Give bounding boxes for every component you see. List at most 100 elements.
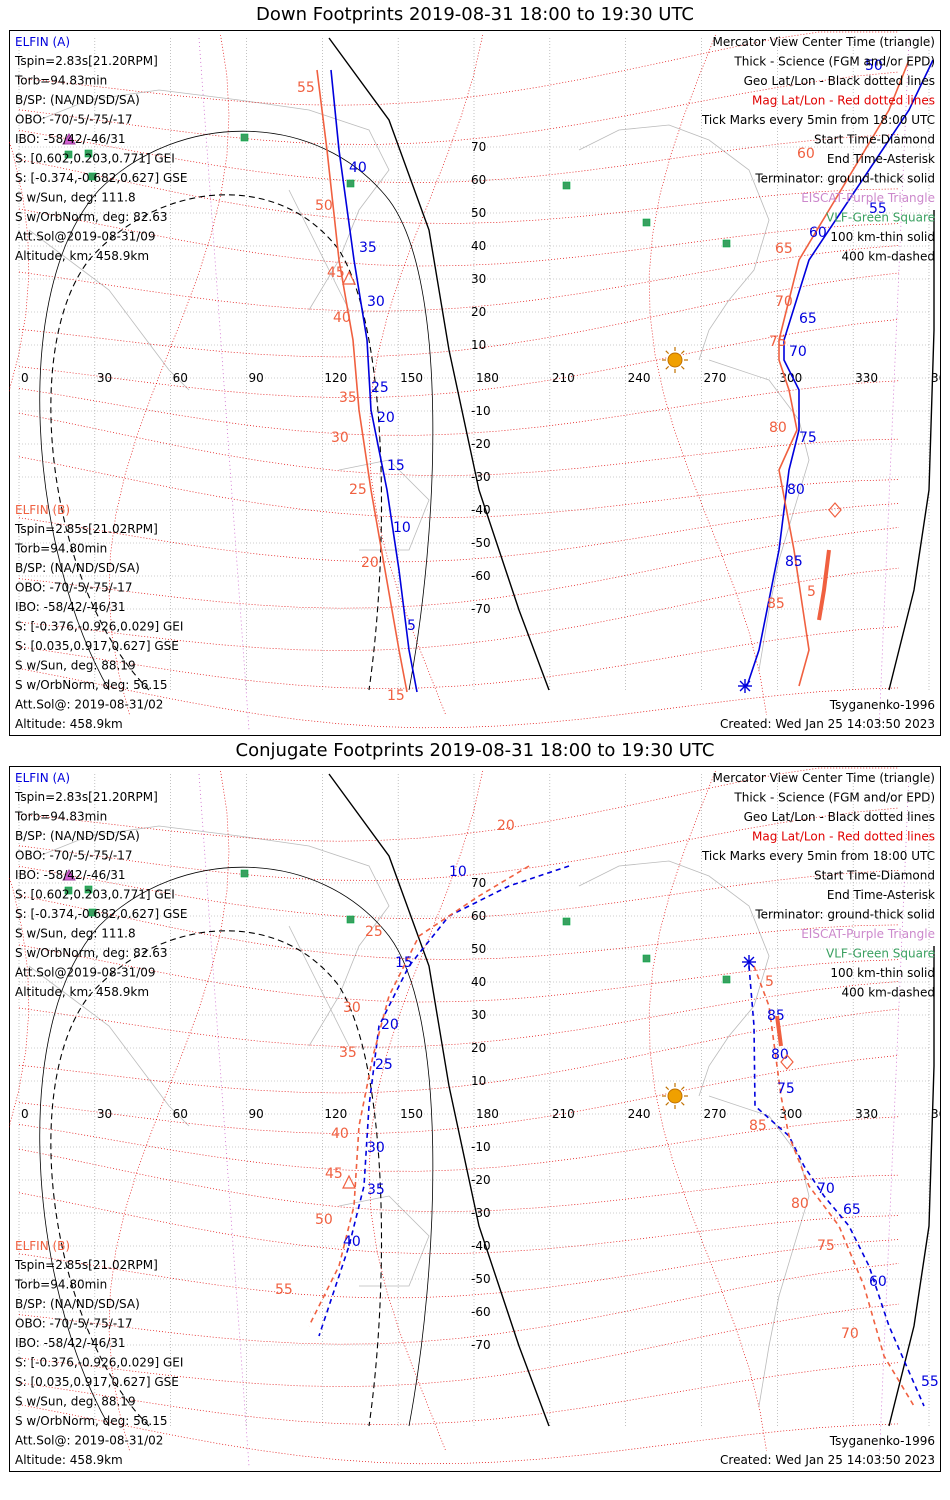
- mag-lon-line: [108, 34, 230, 716]
- mag-lat-line: [18, 272, 900, 358]
- elfin-a-info-line: Tspin=2.83s[21.20RPM]: [14, 54, 158, 68]
- elfin-a-info-line: Altitude, km: 458.9km: [15, 985, 149, 999]
- elfin-a-info-line: Tspin=2.83s[21.20RPM]: [14, 790, 158, 804]
- lat-tick-label: -10: [471, 1140, 491, 1154]
- elfin-a-info: ELFIN (A) Tspin=2.83s[21.20RPM] Torb=94.83…: [14, 35, 188, 263]
- lon-tick-label: 210: [552, 371, 575, 385]
- sun-ray: [665, 1101, 670, 1106]
- vlf-square-icon: [88, 172, 97, 181]
- elfin-b-time-tick: 85: [767, 596, 785, 612]
- lon-tick-label: 300: [779, 371, 802, 385]
- elfin-b-time-tick: 75: [817, 1238, 835, 1254]
- lon-tick-label: 300: [779, 1107, 802, 1121]
- elfin-a-info-line: S: [0.602,0.203,0.771] GEI: [15, 888, 175, 902]
- lat-tick-label: -20: [471, 437, 491, 451]
- elfin-a-time-tick: 70: [817, 1181, 835, 1197]
- coastline: [38, 89, 390, 311]
- elfin-a-info-line: IBO: -58/42/-46/31: [15, 132, 126, 146]
- mag-lat-line: [18, 1303, 900, 1387]
- mag-lat-line: [18, 865, 900, 919]
- vlf-square-icon: [642, 218, 651, 227]
- elfin-a-time-tick: 35: [359, 240, 377, 256]
- footer-created: Created: Wed Jan 25 14:03:50 2023: [720, 717, 935, 731]
- coastline: [288, 189, 350, 311]
- panel-title-conjugate: Conjugate Footprints 2019-08-31 18:00 to…: [235, 740, 715, 761]
- elfin-b-info-line: S w/Sun, deg: 88.19: [15, 659, 136, 673]
- legend-line5: Tick Marks every 5min from 18:00 UTC: [701, 849, 935, 863]
- lon-tick-label: 240: [628, 371, 651, 385]
- elfin-a-time-tick: 65: [799, 311, 817, 327]
- elfin-a-track-west: [318, 865, 570, 1337]
- elfin-a-info-line: B/SP: (NA/ND/SD/SA): [15, 93, 140, 107]
- terminator-ground: [888, 210, 935, 691]
- legend-line12: 400 km-dashed: [841, 986, 935, 1000]
- lat-tick-label: -40: [471, 1239, 491, 1253]
- legend-line6: Start Time-Diamond: [814, 869, 935, 883]
- terminator-ground: [328, 37, 550, 691]
- map-frame: [9, 30, 941, 736]
- elfin-a-track-east: [746, 59, 934, 687]
- elfin-b-info-line: Torb=94.80min: [14, 542, 107, 556]
- vlf-square-icon: [722, 975, 731, 984]
- elfin-a-info-line: IBO: -58/42/-46/31: [15, 868, 126, 882]
- coastline: [288, 925, 350, 1047]
- continents: [28, 89, 810, 671]
- elfin-b-time-tick: 70: [841, 1326, 859, 1342]
- elfin-a-time-tick: 70: [789, 344, 807, 360]
- elfin-b-time-tick: 55: [275, 1282, 293, 1298]
- elfin-b-time-tick: 15: [387, 688, 405, 704]
- legend-line10: VLF-Green Square: [826, 211, 935, 225]
- elfin-a-time-tick: 40: [349, 160, 367, 176]
- lon-tick-label: 0: [21, 371, 29, 385]
- eiscat-triangle-icon: [62, 133, 76, 145]
- vlf-square-icon: [240, 869, 249, 878]
- coastline: [708, 359, 810, 671]
- elfin-a-time-tick: 30: [367, 294, 385, 310]
- legend-line11: 100 km-thin solid: [830, 230, 935, 244]
- terminator-ground: [328, 773, 550, 1427]
- elfin-b-track-east: [778, 59, 910, 687]
- elfin-a-time-tick: 60: [809, 225, 827, 241]
- lon-tick-label: 150: [400, 371, 423, 385]
- elfin-a-info-line: S: [-0.374,-0.682,0.627] GSE: [15, 907, 188, 921]
- elfin-a-time-tick: 80: [787, 482, 805, 498]
- sun-icon: [662, 1083, 688, 1109]
- elfin-a-track-west: [330, 69, 418, 693]
- legend-line10: VLF-Green Square: [826, 947, 935, 961]
- mag-lat-line: [18, 208, 900, 267]
- legend-line1: Mercator View Center Time (triangle): [713, 771, 935, 785]
- lat-tick-label: -20: [471, 1173, 491, 1187]
- elfin-a-info-line: Altitude, km: 458.9km: [15, 249, 149, 263]
- elfin-a-time-tick: 25: [375, 1057, 393, 1073]
- coastline: [578, 860, 770, 1097]
- boundary-100km: [39, 866, 434, 1427]
- elfin-b-info-line: Att.Sol@: 2019-08-31/02: [15, 698, 163, 712]
- elfin-b-info-line: Torb=94.80min: [14, 1278, 107, 1292]
- lat-tick-label: 40: [471, 239, 486, 253]
- boundary-100km: [39, 130, 434, 691]
- elfin-b-info-line: Att.Sol@: 2019-08-31/02: [15, 1434, 163, 1448]
- lat-tick-label: 50: [471, 206, 486, 220]
- mag-lon-line: [648, 770, 767, 1452]
- coastline: [578, 124, 770, 361]
- legend-line4: Mag Lat/Lon - Red dotted lines: [752, 830, 935, 844]
- vlf-square-icon: [562, 917, 571, 926]
- lat-tick-label: 20: [471, 1041, 486, 1055]
- vlf-square-icon: [346, 179, 355, 188]
- mag-lat-line: [18, 71, 900, 145]
- lon-tick-label: 60: [173, 371, 188, 385]
- lat-tick-label: -50: [471, 1272, 491, 1286]
- eiscat-triangle-icon: [62, 869, 76, 881]
- mag-lon-line: [368, 34, 484, 716]
- elfin-b-time-tick: 35: [339, 390, 357, 406]
- vlf-square-icon: [84, 149, 93, 158]
- elfin-b-time-tick: 60: [797, 146, 815, 162]
- legend-line8: Terminator: ground-thick solid: [754, 908, 935, 922]
- lon-tick-label: 330: [855, 371, 878, 385]
- elfin-b-time-tick: 35: [339, 1045, 357, 1061]
- elfin-b-time-tick: 50: [315, 1212, 333, 1228]
- legend-line5: Tick Marks every 5min from 18:00 UTC: [701, 113, 935, 127]
- elfin-a-time-tick: 85: [785, 554, 803, 570]
- legend-line7: End Time-Asterisk: [827, 152, 935, 166]
- elfin-a-time-tick: 35: [367, 1182, 385, 1198]
